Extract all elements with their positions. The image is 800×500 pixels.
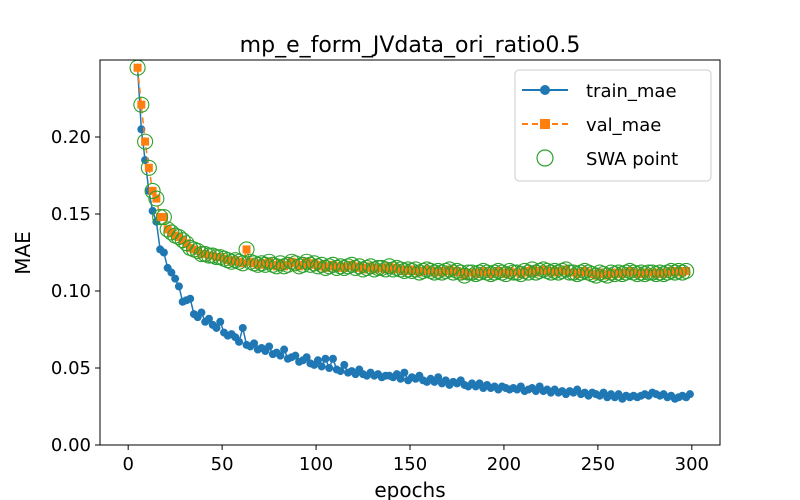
train-mae-point	[685, 390, 694, 399]
legend-train-label: train_mae	[586, 81, 677, 102]
axis-ticks	[95, 136, 693, 450]
legend: train_mae val_mae SWA point	[514, 69, 712, 182]
swa-point	[140, 159, 157, 176]
x-tick-label: 0	[122, 454, 133, 475]
y-axis-label: MAE	[11, 231, 35, 275]
swa-point	[193, 245, 210, 263]
swa-point	[208, 249, 225, 266]
val-mae-point	[148, 186, 157, 195]
swa-point	[155, 209, 172, 226]
swa-point	[678, 262, 695, 280]
train-mae-point	[325, 364, 334, 372]
train-mae-point	[197, 308, 206, 317]
train-mae-point	[204, 314, 213, 323]
x-tick-label: 300	[675, 454, 709, 475]
swa-point	[189, 242, 206, 260]
train-mae-point	[434, 373, 443, 382]
swa-point	[343, 256, 360, 273]
train-mae-point	[400, 368, 409, 377]
train-mae-point	[174, 282, 183, 291]
val-mae-point	[144, 163, 153, 172]
train-mae-point	[396, 374, 405, 383]
legend-swa-label: SWA point	[586, 149, 678, 170]
swa-point	[520, 264, 537, 281]
x-tick-label: 50	[211, 454, 234, 475]
train-mae-point	[265, 342, 274, 351]
train-mae-point	[302, 353, 311, 362]
swa-point	[381, 258, 398, 275]
val-mae-point	[133, 63, 142, 72]
y-tick-label: 0.05	[51, 358, 91, 379]
train-mae-point	[212, 323, 221, 332]
swa-point	[144, 182, 161, 199]
y-tick-label: 0.20	[51, 127, 91, 148]
train-mae-point	[171, 274, 180, 283]
train-mae-point	[291, 351, 300, 360]
x-tick-label: 150	[393, 454, 427, 475]
x-tick-label: 200	[487, 454, 521, 475]
train-mae-point	[159, 248, 168, 257]
y-tick-label: 0.15	[51, 204, 91, 225]
legend-val-marker	[540, 119, 550, 129]
swa-point	[268, 258, 285, 275]
plot-content	[129, 60, 695, 403]
swa-point	[306, 255, 323, 272]
swa-point	[133, 96, 150, 113]
swa-point	[351, 258, 368, 275]
swa-point	[456, 267, 473, 284]
swa-point	[362, 258, 379, 275]
legend-box	[514, 69, 712, 182]
train-mae-point	[167, 268, 176, 277]
swa-point	[557, 261, 574, 278]
val-mae-point	[152, 194, 161, 203]
train-mae-point	[235, 337, 244, 346]
chart-title: mp_e_form_JVdata_ori_ratio0.5	[240, 33, 581, 58]
swa-point	[148, 190, 165, 207]
train-mae-point	[340, 360, 349, 369]
swa-point	[298, 253, 315, 270]
train-mae-point	[186, 294, 195, 303]
val-mae-point	[159, 213, 168, 222]
swa-point	[313, 256, 330, 273]
swa-point	[200, 247, 218, 264]
train-mae-point	[336, 367, 345, 376]
train-mae-point	[238, 323, 247, 332]
train-mae-point	[280, 345, 289, 354]
y-tick-label: 0.10	[51, 281, 91, 302]
swa-point	[152, 209, 169, 226]
legend-train-marker	[540, 85, 550, 95]
y-tick-label: 0.00	[51, 435, 91, 456]
x-axis-label: epochs	[374, 478, 445, 500]
swa-point	[587, 267, 605, 284]
plot-frame	[99, 59, 721, 446]
val-mae-point	[137, 100, 146, 109]
x-tick-label: 250	[581, 454, 615, 475]
swa-point	[441, 261, 458, 278]
train-mae-point	[328, 354, 337, 363]
train-mae-point	[321, 354, 330, 363]
swa-point	[137, 133, 154, 150]
train-mae-point	[250, 339, 259, 348]
val-mae-point	[242, 245, 251, 254]
x-tick-label: 100	[299, 454, 333, 475]
swa-point	[238, 241, 255, 258]
train-mae-point	[148, 206, 157, 215]
val-mae-point	[182, 239, 191, 248]
legend-swa-marker	[536, 149, 554, 167]
x-tick-labels: 0 50 100 150 200 250 300	[122, 454, 709, 475]
val-mae-point	[141, 137, 150, 146]
train-mae-point	[276, 351, 285, 360]
train-mae-point	[317, 362, 326, 371]
y-tick-labels: 0.00 0.05 0.10 0.15 0.20	[51, 127, 91, 456]
train-mae-point	[216, 317, 225, 326]
train-mae-point	[313, 356, 322, 365]
legend-val-label: val_mae	[586, 115, 661, 136]
